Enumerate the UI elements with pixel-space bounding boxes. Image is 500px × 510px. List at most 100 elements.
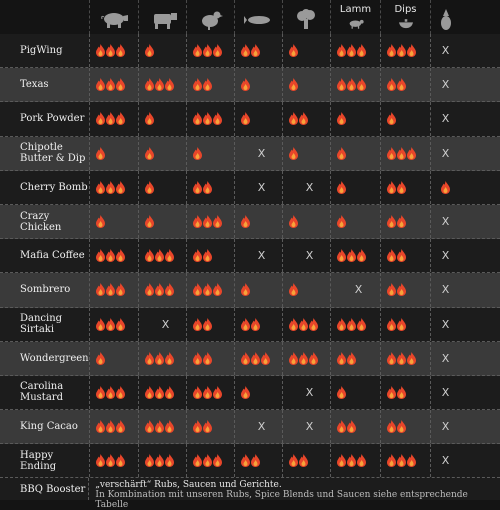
flame-icon (155, 249, 164, 263)
flame-icon (213, 454, 222, 468)
flame-icon (193, 420, 202, 434)
rating-cell (139, 68, 187, 102)
flame-icon (203, 454, 212, 468)
flame-icon (397, 351, 406, 365)
footer-line-1: „verschärft“ Rubs, Saucen und Gerichte. (95, 480, 282, 490)
flame-icon (116, 317, 125, 331)
flame-icon (193, 317, 202, 331)
rating-cell (139, 136, 187, 170)
rating-cell (331, 239, 381, 273)
flame-icon (299, 454, 308, 468)
rating-cell (187, 102, 235, 136)
flame-icon (387, 78, 396, 92)
rating-cell: X (431, 34, 460, 67)
flame-icon (116, 44, 125, 58)
flame-icon (203, 112, 212, 126)
flame-icon (251, 454, 260, 468)
not-suitable-mark: X (441, 78, 450, 92)
rating-cell (187, 34, 235, 68)
header-label: Dips (394, 4, 417, 15)
flame-icon (337, 420, 346, 434)
flame-icon (203, 180, 212, 194)
flame-icon (241, 454, 250, 468)
flame-icon (213, 112, 222, 126)
flame-icon (116, 454, 125, 468)
flame-icon (397, 146, 406, 160)
lamb-icon (349, 19, 364, 29)
header-label: Lamm (339, 4, 372, 15)
rating-cell: X (431, 68, 460, 101)
flame-icon (96, 283, 105, 297)
not-suitable-mark: X (441, 146, 450, 160)
rating-cell (90, 239, 139, 273)
flame-icon (337, 112, 346, 126)
row-name: King Cacao (0, 410, 90, 444)
flame-icon (347, 44, 356, 58)
not-suitable-mark: X (257, 146, 266, 160)
rating-cell (381, 68, 431, 102)
flame-icon (106, 112, 115, 126)
flame-icon (193, 78, 202, 92)
flame-icon (337, 78, 346, 92)
flame-icon (96, 44, 105, 58)
table-row: Dancing Sirtaki X X (0, 307, 500, 342)
flame-icon (96, 454, 105, 468)
flame-icon (213, 385, 222, 399)
flame-icon (407, 454, 416, 468)
flame-icon (289, 454, 298, 468)
rating-cell (90, 170, 139, 204)
not-suitable-mark: X (305, 249, 314, 263)
not-suitable-mark: X (441, 420, 450, 434)
flame-icon (387, 249, 396, 263)
not-suitable-mark: X (441, 249, 450, 263)
table-row: Sombrero X X (0, 273, 500, 308)
flame-icon (387, 180, 396, 194)
not-suitable-mark: X (441, 454, 450, 468)
flame-icon (397, 317, 406, 331)
flame-icon (387, 215, 396, 229)
flame-icon (96, 249, 105, 263)
flame-icon (357, 249, 366, 263)
flame-icon (96, 78, 105, 92)
rating-cell (187, 307, 235, 341)
flame-icon (299, 112, 308, 126)
flame-icon (155, 454, 164, 468)
rating-cell: X (431, 137, 460, 170)
flame-icon (193, 454, 202, 468)
flame-icon (347, 420, 356, 434)
rating-cell (139, 410, 187, 444)
flame-icon (165, 351, 174, 365)
rating-cell (90, 410, 139, 444)
rating-cell (331, 102, 381, 136)
flame-icon (397, 44, 406, 58)
header-cell (431, 0, 460, 34)
flame-icon (96, 420, 105, 434)
not-suitable-mark: X (354, 283, 363, 297)
rating-cell (187, 410, 235, 444)
not-suitable-mark: X (441, 351, 450, 365)
flame-icon (387, 112, 396, 126)
rating-cell: X (431, 308, 460, 341)
not-suitable-mark: X (257, 249, 266, 263)
flame-icon (145, 180, 154, 194)
chicken-icon (201, 11, 223, 30)
flame-icon (116, 385, 125, 399)
flame-icon (155, 283, 164, 297)
row-name: Dancing Sirtaki (0, 307, 90, 341)
flame-icon (397, 283, 406, 297)
table-row: King Cacao X X X (0, 410, 500, 445)
rating-cell (187, 239, 235, 273)
header-cell (235, 0, 283, 34)
rating-cell (381, 136, 431, 170)
flame-icon (155, 351, 164, 365)
footer-name: BBQ Booster (0, 478, 90, 500)
table-row: Mafia Coffee X X X (0, 239, 500, 274)
rating-cell (331, 68, 381, 102)
row-name: Chipotle Butter & Dip (0, 136, 90, 170)
flame-icon (289, 44, 298, 58)
flame-icon (397, 180, 406, 194)
rating-cell: X (235, 170, 283, 204)
flame-icon (145, 112, 154, 126)
pineapple-icon (440, 9, 451, 30)
flame-icon (96, 385, 105, 399)
